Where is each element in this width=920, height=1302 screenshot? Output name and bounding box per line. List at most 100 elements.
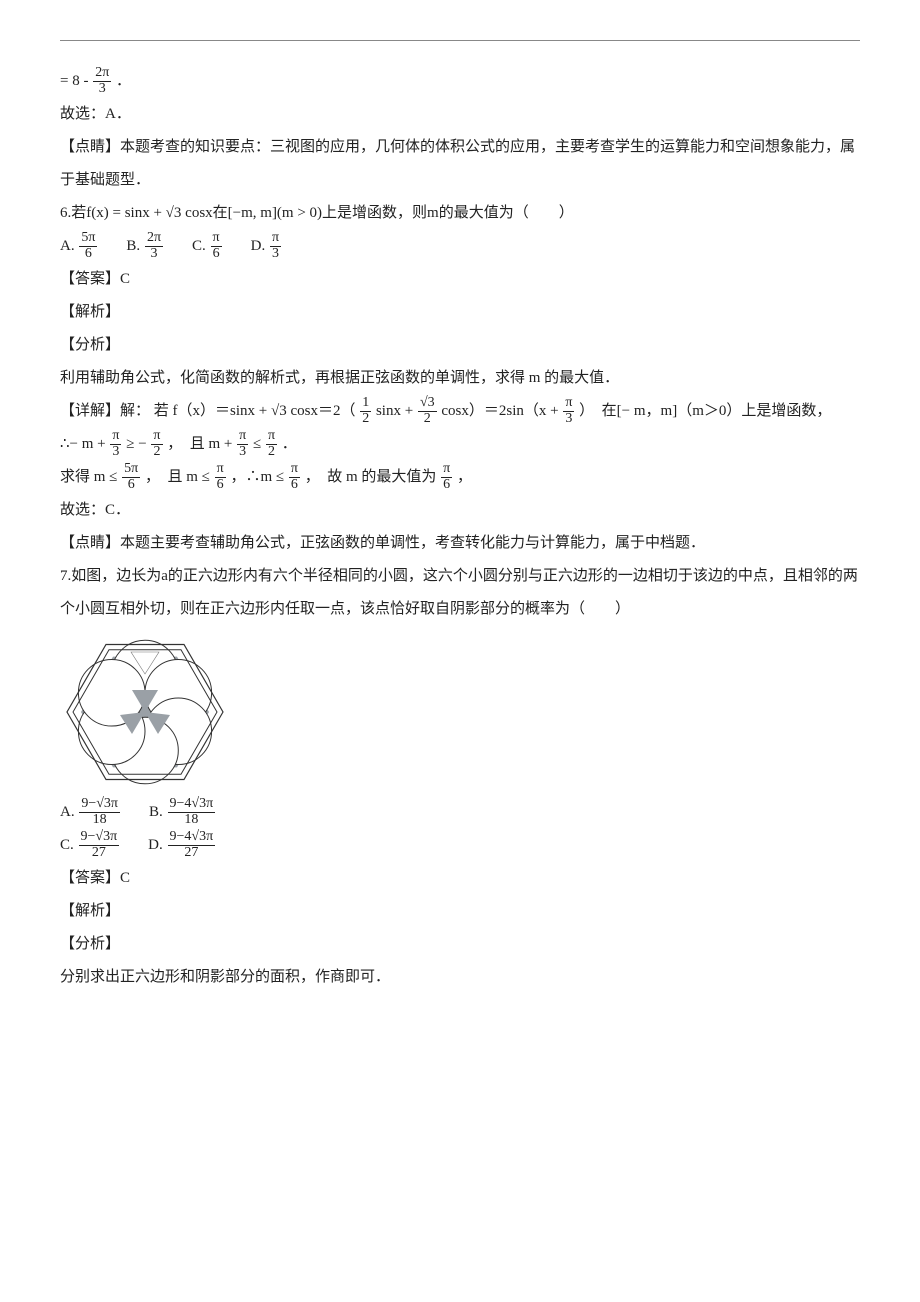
option-label: C. (60, 837, 78, 853)
prev-therefore: 故选：A． (60, 98, 860, 131)
fraction-den: 3 (145, 247, 163, 262)
fraction-num: 1 (360, 396, 371, 412)
fraction: 1 2 (360, 396, 371, 426)
fraction-num: π (270, 231, 281, 247)
q6-detail-line-1: 【详解】解： 若 f（x）＝sinx + √3 cosx＝2（ 1 2 sinx… (60, 395, 860, 428)
text: ） 在[− m，m]（m＞0）上是增函数， (579, 403, 831, 419)
q7-hexagon-figure (60, 632, 230, 792)
fraction: π 2 (266, 429, 277, 459)
text: ， 且 m ≤ (145, 469, 214, 485)
text: ． (282, 436, 297, 452)
option-label: D. (251, 238, 269, 254)
fraction: 5π 6 (122, 462, 140, 492)
fraction-den: 3 (93, 82, 111, 97)
q6-therefore: 故选：C． (60, 494, 860, 527)
fraction-num: π (110, 429, 121, 445)
q6-detail-line-2: ∴− m + π 3 ≥ − π 2 ， 且 m + π 3 ≤ π 2 ． (60, 428, 860, 461)
fraction: π 2 (151, 429, 162, 459)
text: ≤ (253, 436, 265, 452)
fraction-den: 2 (360, 412, 371, 427)
q6-analysis-intro: 利用辅助角公式，化简函数的解析式，再根据正弦函数的单调性，求得 m 的最大值． (60, 362, 860, 395)
q6-detail-line-3: 求得 m ≤ 5π 6 ， 且 m ≤ π 6 ，∴m ≤ π 6 ， 故 m … (60, 461, 860, 494)
q7-stem: 7.如图，边长为a的正六边形内有六个半径相同的小圆，这六个小圆分别与正六边形的一… (60, 560, 860, 626)
fraction-den: 3 (110, 445, 121, 460)
fraction-num: π (237, 429, 248, 445)
page-root: = 8 - 2π 3 ． 故选：A． 【点睛】本题考查的知识要点：三视图的应用，… (0, 0, 920, 1054)
q7-options-row-2: C. 9−√3π 27 D. 9−4√3π 27 (60, 829, 440, 862)
q6-option-a: A. 5π 6 (60, 230, 98, 263)
q7-answer: 【答案】C (60, 862, 860, 895)
option-label: B. (126, 238, 144, 254)
q6-options: A. 5π 6 B. 2π 3 C. π 6 D. π 3 (60, 230, 860, 263)
fraction-num: √3 (418, 396, 437, 412)
fraction-den: 3 (237, 445, 248, 460)
fraction-den: 27 (79, 846, 120, 861)
prev-solution-line-1: = 8 - 2π 3 ． (60, 65, 860, 98)
fraction: 9−4√3π 18 (168, 797, 216, 827)
fraction-num: 9−4√3π (168, 830, 216, 846)
fraction: 2π 3 (145, 231, 163, 261)
q6-option-d: D. π 3 (251, 230, 282, 263)
fraction-den: 2 (418, 412, 437, 427)
fraction-den: 6 (215, 478, 226, 493)
text: ≥ − (126, 436, 150, 452)
q7-fenxi: 【分析】 (60, 928, 860, 961)
q7-options-row-1: A. 9−√3π 18 B. 9−4√3π 18 (60, 796, 440, 829)
option-label: D. (148, 837, 166, 853)
fraction-num: 9−√3π (79, 797, 120, 813)
prev-dianjing: 【点睛】本题考查的知识要点：三视图的应用，几何体的体积公式的应用，主要考查学生的… (60, 131, 860, 197)
fraction: π 3 (237, 429, 248, 459)
fraction-num: π (266, 429, 277, 445)
text: cosx＝2（ (290, 403, 355, 419)
fraction-num: 5π (122, 462, 140, 478)
fraction-num: π (563, 396, 574, 412)
fraction-num: 2π (93, 66, 111, 82)
fraction: 9−√3π 18 (79, 797, 120, 827)
fraction-den: 18 (79, 813, 120, 828)
q6-option-c: C. π 6 (192, 230, 223, 263)
fraction-den: 3 (563, 412, 574, 427)
text: ， (457, 469, 472, 485)
q7-option-c: C. 9−√3π 27 (60, 829, 120, 862)
fraction: π 6 (289, 462, 300, 492)
q7-analysis: 分别求出正六边形和阴影部分的面积，作商即可． (60, 961, 860, 994)
option-label: A. (60, 238, 78, 254)
option-label: B. (149, 804, 167, 820)
q7-option-a: A. 9−√3π 18 (60, 796, 121, 829)
text: 求得 m ≤ (60, 469, 121, 485)
text: ，∴m ≤ (230, 469, 287, 485)
fraction-2pi-over-3: 2π 3 (93, 66, 111, 96)
text: 6.若f(x) = sinx + (60, 205, 166, 221)
fraction-num: π (441, 462, 452, 478)
fraction: π 6 (441, 462, 452, 492)
text: sinx + (376, 403, 417, 419)
fraction-den: 3 (270, 247, 281, 262)
fraction-num: π (215, 462, 226, 478)
text: ． (116, 73, 131, 89)
sqrt3: √3 (166, 205, 182, 221)
q7-jiexi: 【解析】 (60, 895, 860, 928)
option-label: C. (192, 238, 210, 254)
text: cosx）＝2sin（x + (441, 403, 562, 419)
fraction-den: 18 (168, 813, 216, 828)
fraction-num: π (151, 429, 162, 445)
fraction-den: 2 (151, 445, 162, 460)
fraction: 5π 6 (79, 231, 97, 261)
q6-dianjing: 【点睛】本题主要考查辅助角公式，正弦函数的单调性，考查转化能力与计算能力，属于中… (60, 527, 860, 560)
text: ， 故 m 的最大值为 (305, 469, 437, 485)
q6-option-b: B. 2π 3 (126, 230, 164, 263)
fraction: 9−√3π 27 (79, 830, 120, 860)
fraction: π 3 (563, 396, 574, 426)
fraction: π 3 (110, 429, 121, 459)
fraction: π 6 (211, 231, 222, 261)
q6-jiexi: 【解析】 (60, 296, 860, 329)
fraction: π 6 (215, 462, 226, 492)
fraction-den: 6 (441, 478, 452, 493)
q6-fenxi: 【分析】 (60, 329, 860, 362)
fraction-den: 6 (211, 247, 222, 262)
text: ， 且 m + (167, 436, 236, 452)
sqrt3: √3 (271, 403, 287, 419)
option-label: A. (60, 804, 78, 820)
fraction-num: 9−√3π (79, 830, 120, 846)
text: ∴− m + (60, 436, 109, 452)
